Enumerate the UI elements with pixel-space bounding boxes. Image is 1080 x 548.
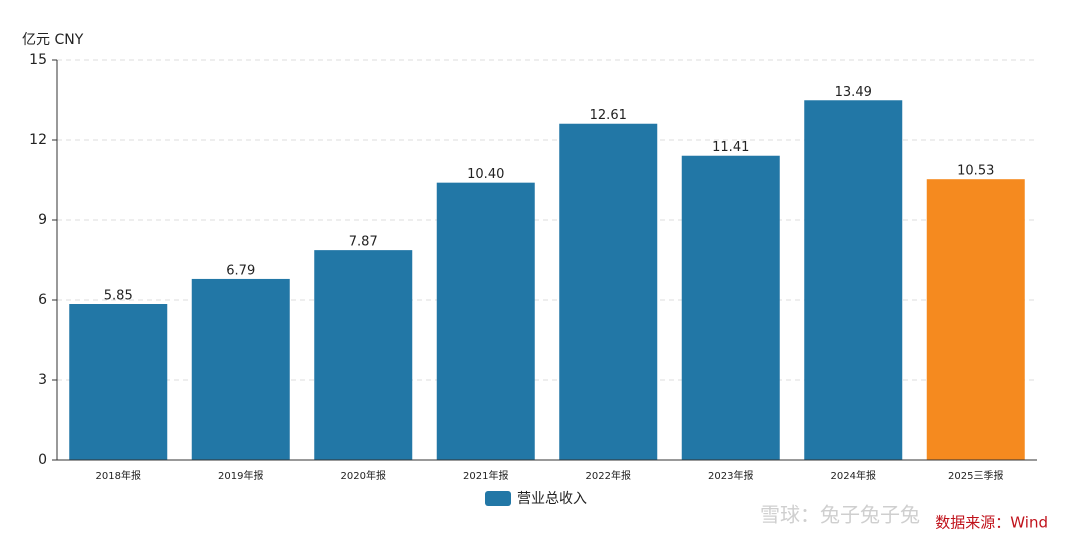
bar [69, 304, 168, 460]
bar [681, 155, 780, 460]
value-label: 10.53 [957, 164, 994, 179]
value-label: 6.79 [226, 263, 255, 278]
x-tick-label: 2020年报 [341, 469, 386, 482]
y-tick-label: 6 [38, 292, 47, 308]
y-tick-label: 3 [38, 372, 47, 388]
y-tick-label: 15 [29, 52, 47, 68]
legend-swatch [485, 491, 511, 506]
bar [804, 100, 903, 461]
bar [436, 182, 535, 460]
x-tick-label: 2025三季报 [948, 469, 1003, 482]
value-label: 13.49 [835, 85, 872, 100]
value-label: 10.40 [467, 167, 504, 182]
bar [559, 123, 658, 460]
y-tick-label: 12 [29, 132, 47, 148]
x-tick-label: 2023年报 [708, 469, 753, 482]
bar [926, 179, 1025, 460]
y-unit-label: 亿元 CNY [22, 32, 84, 48]
x-tick-label: 2018年报 [96, 469, 141, 482]
value-label: 12.61 [590, 108, 627, 123]
source-note: 数据来源：Wind [935, 514, 1048, 532]
value-label: 5.85 [104, 289, 133, 304]
bar [191, 278, 290, 460]
y-tick-label: 0 [38, 452, 47, 468]
value-label: 7.87 [349, 235, 378, 250]
legend-label: 营业总收入 [517, 491, 587, 507]
y-tick-label: 9 [38, 212, 47, 228]
x-tick-label: 2024年报 [831, 469, 876, 482]
x-tick-label: 2019年报 [218, 469, 263, 482]
value-label: 11.41 [712, 140, 749, 155]
x-tick-label: 2022年报 [586, 469, 631, 482]
watermark: 雪球：兔子兔子兔 [760, 503, 920, 527]
bar [314, 250, 413, 460]
x-tick-label: 2021年报 [463, 469, 508, 482]
